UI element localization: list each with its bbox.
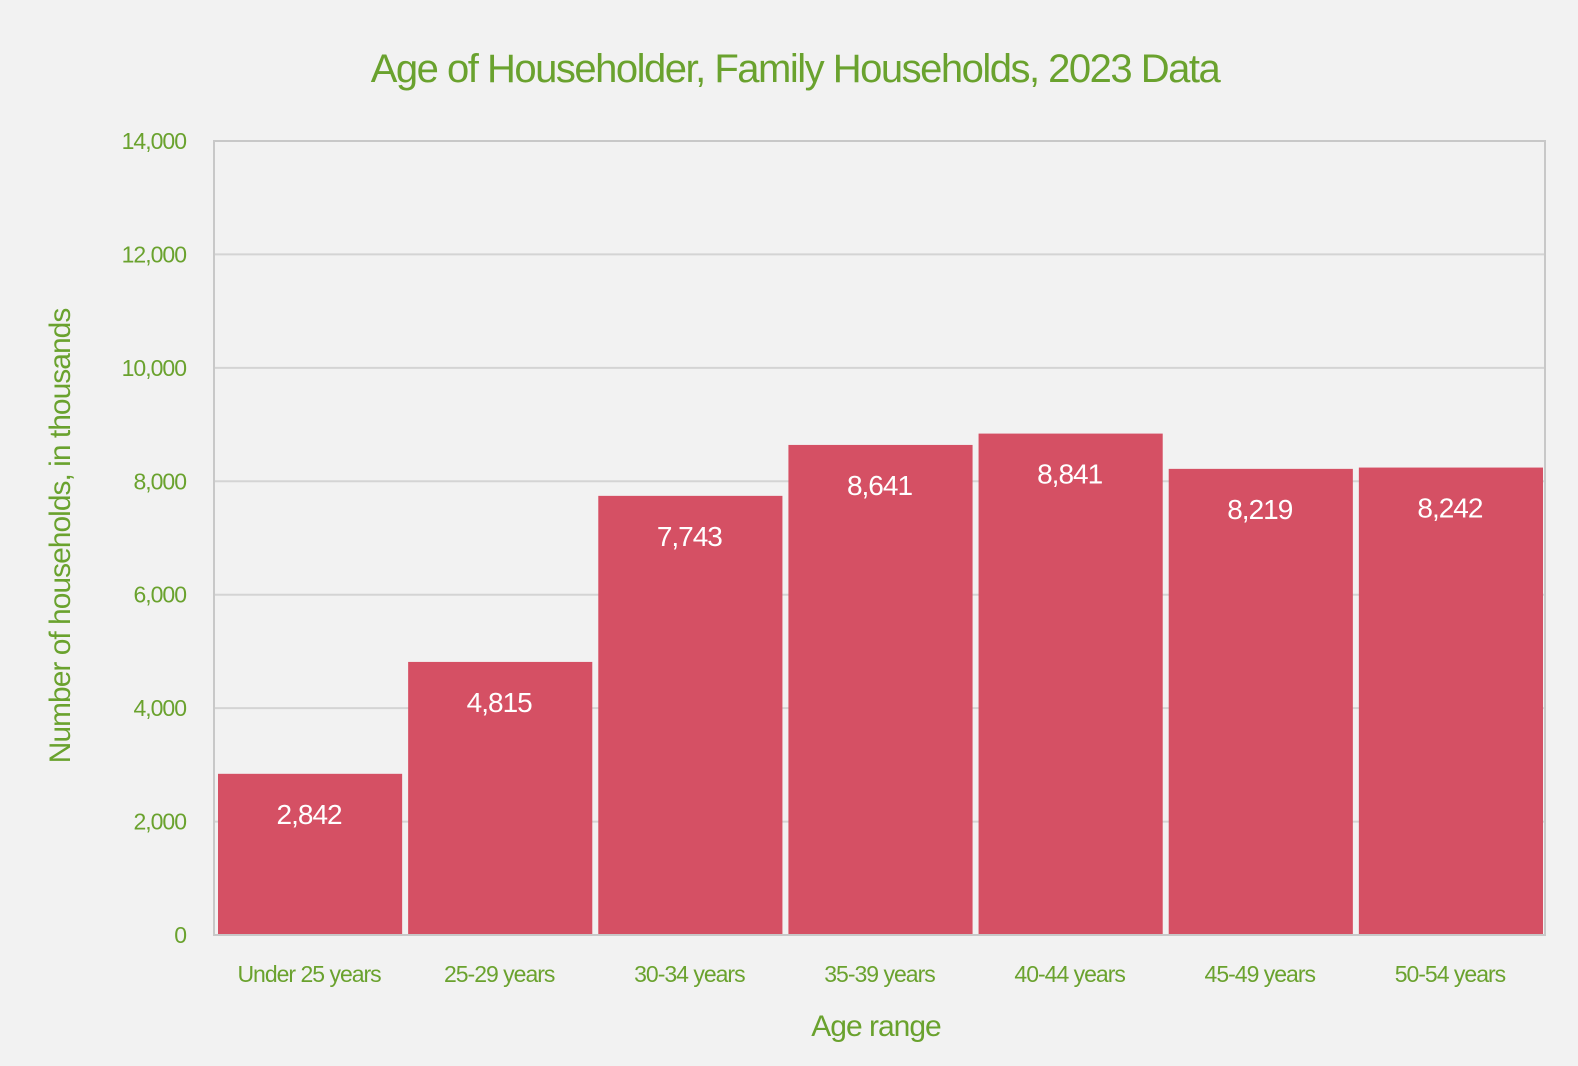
bars — [218, 433, 1543, 935]
chart-title: Age of Householder, Family Households, 2… — [371, 47, 1222, 91]
x-tick-label: 45-49 years — [1205, 961, 1316, 987]
bar-value-label: 7,743 — [657, 521, 722, 552]
bar-value-label: 4,815 — [467, 687, 532, 718]
bar-value-labels: 2,842 4,815 7,743 8,641 8,841 8,219 8,242 — [277, 459, 1484, 830]
x-tick-label: 35-39 years — [824, 961, 935, 987]
y-axis-title: Number of households, in thousands — [44, 309, 77, 764]
bar — [978, 433, 1163, 935]
y-tick-label: 6,000 — [133, 582, 186, 608]
bar-value-label: 8,242 — [1417, 493, 1482, 524]
axes — [213, 140, 1546, 936]
y-tick-label: 8,000 — [133, 468, 186, 494]
plot-border — [213, 140, 1546, 936]
x-tick-label: 30-34 years — [634, 961, 745, 987]
y-tick-label: 10,000 — [122, 355, 187, 381]
x-tick-label: 40-44 years — [1014, 961, 1125, 987]
bar-value-label: 8,841 — [1037, 459, 1102, 490]
bar — [1168, 468, 1353, 935]
x-tick-labels: Under 25 years 25-29 years 30-34 years 35-3… — [237, 961, 1506, 987]
bar-value-label: 8,219 — [1227, 494, 1292, 525]
bar — [408, 661, 593, 935]
x-tick-label: Under 25 years — [237, 961, 381, 987]
y-tick-label: 2,000 — [133, 809, 186, 835]
bar — [1358, 467, 1543, 935]
bar — [218, 773, 403, 935]
x-axis-title: Age range — [811, 1010, 941, 1043]
bar-value-label: 8,641 — [847, 470, 912, 501]
bar — [788, 444, 973, 935]
y-tick-label: 0 — [174, 922, 186, 948]
y-tick-label: 14,000 — [122, 128, 187, 154]
y-tick-label: 12,000 — [122, 241, 187, 267]
y-tick-labels: 0 2,000 4,000 6,000 8,000 10,000 12,000 14,000 — [122, 128, 188, 948]
y-tick-label: 4,000 — [133, 695, 186, 721]
bar-value-label: 2,842 — [277, 799, 342, 830]
x-tick-label: 25-29 years — [444, 961, 555, 987]
bar — [598, 495, 783, 935]
x-tick-label: 50-54 years — [1395, 961, 1506, 987]
